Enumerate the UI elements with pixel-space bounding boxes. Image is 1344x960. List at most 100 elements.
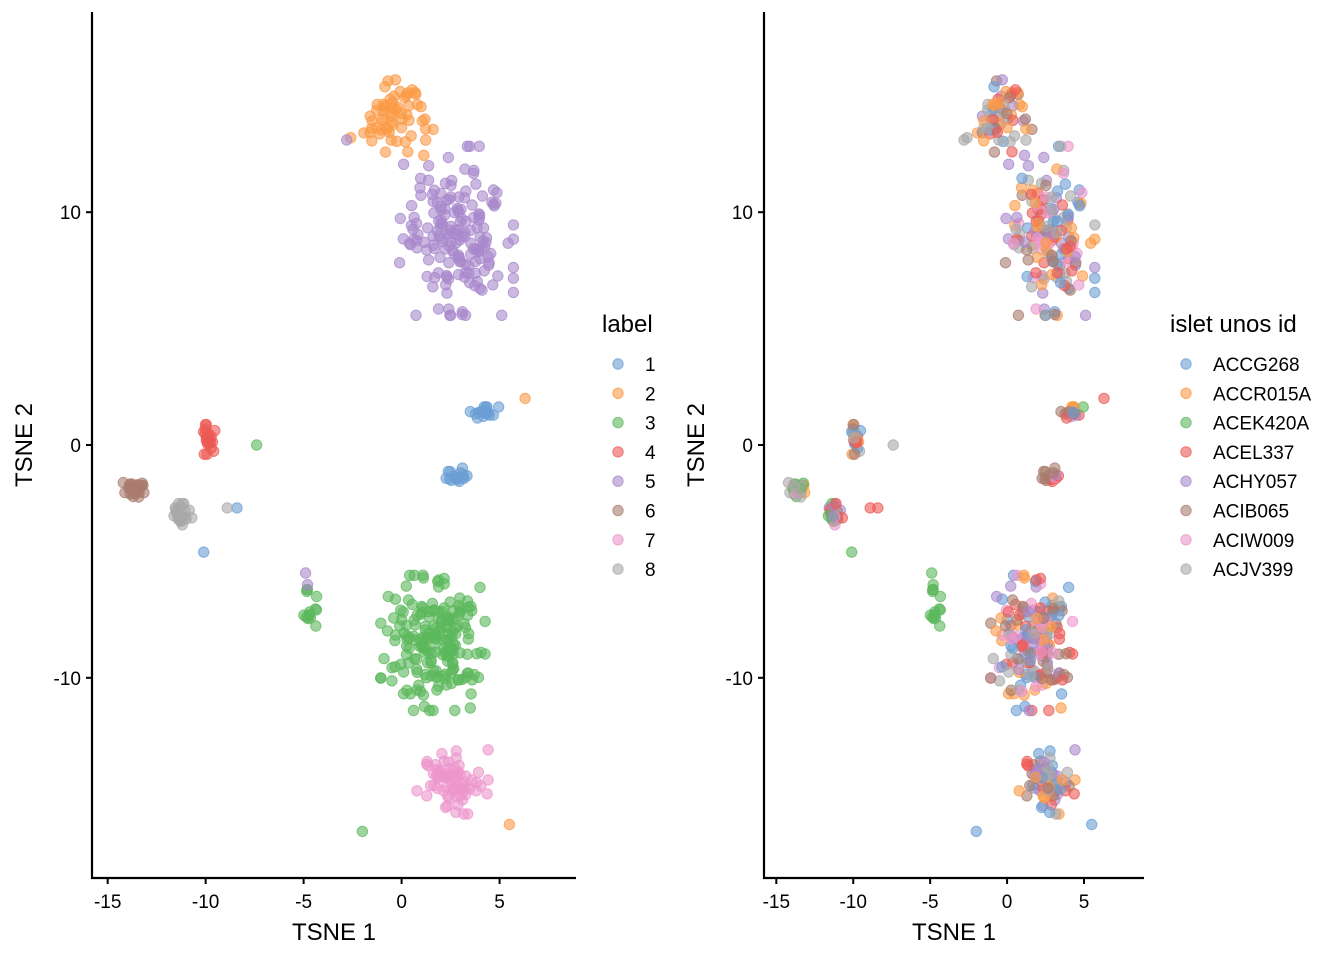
data-point: [419, 113, 431, 125]
data-point: [401, 684, 413, 696]
x-tick-label: -15: [94, 892, 121, 913]
legend-title: label: [602, 311, 653, 338]
data-point: [1033, 747, 1045, 760]
data-point: [456, 462, 469, 474]
legend-label: 7: [645, 531, 656, 552]
legend-label: 4: [645, 443, 656, 464]
data-point: [1077, 401, 1089, 413]
data-point: [1024, 779, 1036, 792]
data-point: [1047, 256, 1059, 268]
data-point: [1045, 204, 1058, 216]
data-point: [1022, 606, 1034, 618]
legend-key: [612, 416, 624, 429]
data-point: [454, 602, 466, 615]
data-point: [789, 480, 801, 492]
data-point: [1066, 265, 1078, 277]
data-point: [443, 756, 455, 768]
data-point: [403, 114, 415, 127]
data-point: [415, 101, 427, 113]
legend-label: ACIB065: [1213, 502, 1289, 523]
data-point: [1021, 755, 1033, 768]
x-tick-label: 0: [1002, 892, 1013, 913]
data-point: [471, 412, 484, 424]
data-point: [1019, 236, 1031, 249]
data-point: [456, 308, 468, 321]
data-point: [1030, 680, 1042, 692]
data-point: [445, 179, 457, 192]
data-point: [379, 146, 392, 158]
legend-label: 3: [645, 414, 656, 435]
data-point: [449, 704, 461, 717]
legend-key: [612, 387, 624, 399]
data-point: [403, 237, 416, 250]
data-point: [1025, 281, 1038, 293]
data-point: [1020, 123, 1032, 135]
data-point: [988, 146, 1001, 158]
data-point: [1003, 158, 1015, 171]
data-point: [445, 309, 457, 321]
legend-key: [612, 504, 624, 517]
data-point: [1089, 219, 1101, 231]
data-point: [1024, 670, 1037, 682]
legend-label: ACEK420A: [1213, 414, 1309, 435]
data-point: [461, 595, 474, 607]
data-point: [310, 620, 322, 632]
data-point: [487, 279, 499, 291]
data-point: [463, 627, 475, 640]
data-point: [445, 220, 457, 233]
data-point: [1009, 199, 1021, 212]
data-point: [452, 204, 464, 216]
data-point: [424, 779, 437, 792]
data-point: [1006, 594, 1019, 606]
data-point: [1016, 172, 1028, 185]
data-point: [200, 418, 213, 431]
data-point: [864, 502, 876, 514]
data-point: [477, 222, 490, 234]
data-point: [1089, 233, 1101, 245]
data-point: [448, 662, 460, 675]
data-point: [1055, 688, 1068, 700]
data-point: [1043, 704, 1055, 717]
data-point: [411, 785, 423, 797]
data-point: [1018, 149, 1031, 162]
data-point: [465, 688, 477, 700]
data-point: [436, 747, 448, 760]
data-point: [1017, 639, 1029, 651]
data-point: [1029, 197, 1042, 209]
data-point: [444, 473, 456, 485]
data-point: [423, 160, 435, 172]
legend-label: ACJV399: [1213, 560, 1293, 581]
data-point: [999, 620, 1012, 632]
data-point: [1089, 286, 1101, 299]
data-point: [425, 670, 438, 682]
data-point: [1030, 303, 1042, 315]
data-point: [1065, 222, 1078, 234]
data-point: [1042, 662, 1054, 675]
data-point: [425, 654, 437, 666]
data-point: [481, 788, 493, 800]
data-point: [421, 270, 433, 283]
data-point: [419, 123, 432, 135]
data-point: [454, 256, 466, 268]
data-point: [375, 617, 387, 629]
x-tick-label: -10: [192, 892, 219, 913]
data-point: [423, 704, 436, 717]
data-point: [1040, 179, 1052, 192]
data-point: [988, 99, 1001, 112]
data-point: [366, 135, 378, 147]
data-point: [981, 122, 993, 134]
data-point: [393, 257, 406, 269]
data-point: [389, 74, 402, 86]
data-point: [1056, 774, 1068, 786]
data-point: [186, 512, 198, 524]
data-point: [478, 265, 490, 277]
data-point: [1023, 704, 1035, 717]
data-point: [386, 675, 398, 687]
data-point: [503, 818, 516, 831]
data-point: [848, 448, 861, 460]
x-axis-title: TSNE 1: [292, 919, 376, 946]
data-point: [1079, 309, 1092, 321]
data-point: [395, 107, 407, 120]
data-point: [1067, 406, 1079, 418]
data-point: [411, 609, 423, 621]
